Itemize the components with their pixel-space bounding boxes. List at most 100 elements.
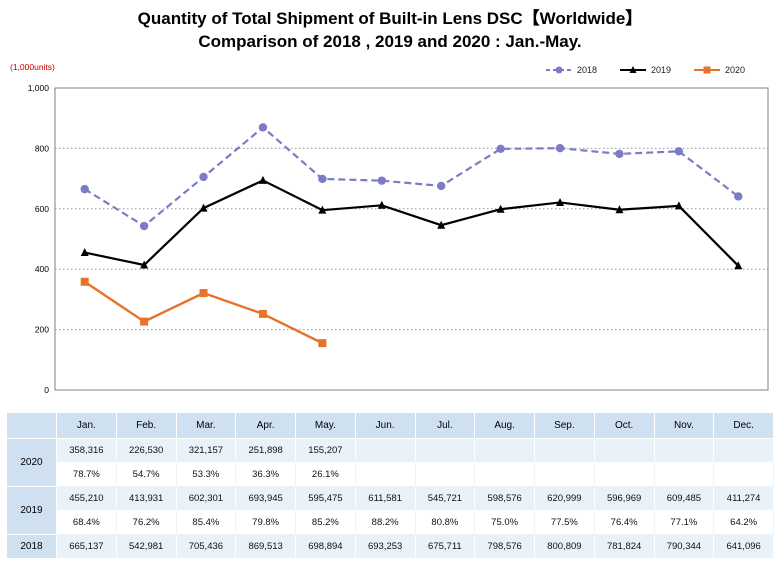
table-value-cell	[713, 438, 774, 463]
table-value-cell: 693,945	[235, 486, 296, 511]
table-value-cell: 609,485	[653, 486, 715, 511]
data-point-2018	[437, 181, 446, 191]
table-percent-cell	[474, 462, 535, 487]
data-point-2019	[496, 204, 505, 213]
table-percent-cell: 75.0%	[474, 510, 535, 535]
table-header-month: Sep.	[534, 412, 595, 439]
data-point-2019	[199, 203, 208, 212]
table-header-month: May.	[295, 412, 356, 439]
table-header-month: Apr.	[235, 412, 296, 439]
table-value-cell	[534, 438, 595, 463]
data-point-2019	[377, 200, 386, 209]
data-point-2018	[318, 174, 327, 184]
table-percent-cell: 76.2%	[115, 510, 177, 535]
table-value-cell: 798,576	[474, 534, 535, 559]
table-value-cell: 800,809	[534, 534, 595, 559]
table-value-cell: 705,436	[175, 534, 237, 559]
data-point-2019	[674, 201, 683, 210]
legend-marker-2019	[629, 66, 637, 73]
table-value-cell: 693,253	[354, 534, 416, 559]
data-point-2018	[674, 147, 684, 156]
legend-label-2019: 2019	[651, 65, 671, 75]
table-value-cell: 698,894	[295, 534, 356, 559]
table-percent-cell	[593, 462, 655, 487]
legend-marker-2020	[703, 66, 711, 74]
table-value-cell: 455,210	[56, 486, 117, 511]
data-point-2018	[258, 123, 268, 132]
table-value-cell: 226,530	[115, 438, 177, 463]
table-row-values-2020: 2020 358,316 226,530 321,157 251,898 155,207	[6, 438, 774, 487]
table-year-label: 2019	[6, 486, 57, 535]
table-percent-cell: 64.2%	[713, 510, 774, 535]
series-line-2019	[84, 179, 740, 267]
table-header-month: Aug.	[474, 412, 535, 439]
table-value-cell: 545,721	[414, 486, 476, 511]
y-tick-label: 200	[35, 325, 49, 335]
data-point-2020	[318, 339, 327, 348]
data-point-2018	[734, 192, 743, 201]
table-row-values-2018: 2018 665,137 542,981 705,436 869,513 698,894 6…	[6, 534, 774, 559]
data-point-2018	[377, 176, 386, 185]
shipment-data-table: Jan. Feb. Mar. Apr. May. Jun. Jul. Aug. Sep. Oct.…	[6, 412, 774, 559]
table-value-cell: 596,969	[593, 486, 655, 511]
table-percent-cell: 85.2%	[295, 510, 356, 535]
legend-label-2018: 2018	[577, 65, 597, 75]
table-value-cell: 869,513	[235, 534, 296, 559]
table-year-label: 2018	[6, 534, 57, 559]
y-tick-label: 0	[44, 385, 49, 395]
data-point-2018	[496, 144, 505, 154]
table-percent-cell	[653, 462, 715, 487]
table-percent-cell	[713, 462, 774, 487]
table-header-month: Mar.	[175, 412, 237, 439]
data-point-2019	[140, 260, 149, 269]
table-value-cell: 611,581	[354, 486, 416, 511]
legend-marker-2018	[555, 66, 563, 74]
table-value-cell	[414, 438, 476, 463]
y-tick-label: 400	[35, 264, 49, 274]
table-header-row: Jan. Feb. Mar. Apr. May. Jun. Jul. Aug. Sep. Oct.…	[6, 412, 774, 439]
y-tick-label: 1,000	[28, 83, 50, 93]
title-line-1: Quantity of Total Shipment of Built-in L…	[137, 9, 643, 28]
table-value-cell	[474, 438, 535, 463]
y-axis-unit-label: (1,000units)	[10, 62, 55, 72]
plot-area	[54, 87, 769, 391]
data-point-2019	[734, 261, 743, 270]
data-point-2020	[199, 289, 208, 298]
table-percent-cell: 36.3%	[235, 462, 296, 487]
table-header-month: Jan.	[56, 412, 117, 439]
data-point-2019	[258, 175, 267, 184]
table-value-cell	[593, 438, 655, 463]
table-value-cell: 321,157	[175, 438, 237, 463]
table-header-month: Oct.	[593, 412, 655, 439]
data-point-2018	[615, 149, 624, 159]
table-row-values-2019: 2019 455,210 413,931 602,301 693,945 595,475 6…	[6, 486, 774, 535]
table-percent-cell: 88.2%	[354, 510, 416, 535]
data-point-2020	[80, 277, 89, 286]
table-value-cell: 411,274	[713, 486, 774, 511]
table-value-cell: 155,207	[295, 438, 356, 463]
table-percent-cell: 77.1%	[653, 510, 715, 535]
table-value-cell: 790,344	[653, 534, 715, 559]
table-percent-cell	[534, 462, 595, 487]
y-tick-label: 800	[35, 143, 49, 153]
table-value-cell: 542,981	[115, 534, 177, 559]
table-percent-cell	[354, 462, 416, 487]
table-value-cell: 602,301	[175, 486, 237, 511]
table-value-cell: 620,999	[534, 486, 595, 511]
data-point-2020	[140, 317, 149, 326]
data-point-2018	[199, 172, 208, 182]
data-point-2019	[615, 205, 624, 214]
table-value-cell: 675,711	[414, 534, 476, 559]
chart-title: Quantity of Total Shipment of Built-in L…	[0, 0, 780, 53]
table-value-cell: 413,931	[115, 486, 177, 511]
table-value-cell	[354, 438, 416, 463]
data-point-2018	[139, 221, 149, 231]
data-point-2019	[556, 197, 565, 206]
legend-label-2020: 2020	[725, 65, 745, 75]
table-percent-cell: 85.4%	[175, 510, 237, 535]
table-header-month: Jul.	[414, 412, 476, 439]
table-row-percents-2019: 68.4% 76.2% 85.4% 79.8% 85.2% 88.2% 80.8% 75.0%…	[7, 510, 774, 535]
table-percent-cell: 53.3%	[175, 462, 237, 487]
table-value-cell: 781,824	[593, 534, 655, 559]
